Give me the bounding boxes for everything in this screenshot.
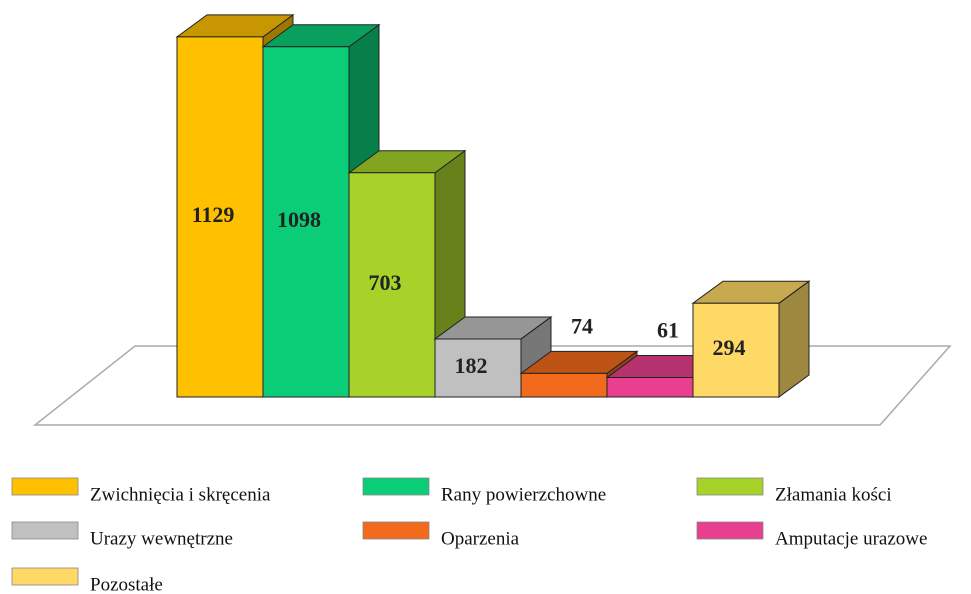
legend-label: Amputacje urazowe	[775, 528, 927, 549]
legend-swatch	[696, 521, 764, 540]
legend-label: Złamania kości	[775, 484, 892, 505]
bar-front	[520, 372, 608, 398]
value-label: 703	[369, 270, 402, 295]
legend-swatch	[11, 521, 79, 540]
bar	[691, 280, 811, 398]
legend-label: Urazy wewnętrzne	[90, 528, 233, 549]
legend-label: Pozostałe	[90, 574, 163, 594]
bar	[519, 350, 639, 398]
bar	[433, 315, 553, 398]
bar-front	[606, 377, 694, 398]
legend-swatch	[11, 567, 79, 586]
value-label: 1098	[277, 207, 321, 232]
legend-label: Rany powierzchowne	[441, 484, 606, 505]
value-label: 74	[571, 313, 593, 338]
legend-swatch	[362, 477, 430, 496]
value-label: 1129	[192, 202, 235, 227]
value-label: 61	[657, 318, 679, 343]
bar-front	[692, 302, 780, 398]
legend-label: Zwichnięcia i skręcenia	[90, 484, 271, 505]
legend-swatch	[362, 521, 430, 540]
legend-swatch	[696, 477, 764, 496]
value-label: 182	[455, 353, 488, 378]
legend-swatch	[11, 477, 79, 496]
legend-label: Oparzenia	[441, 528, 520, 549]
value-label: 294	[713, 335, 746, 360]
